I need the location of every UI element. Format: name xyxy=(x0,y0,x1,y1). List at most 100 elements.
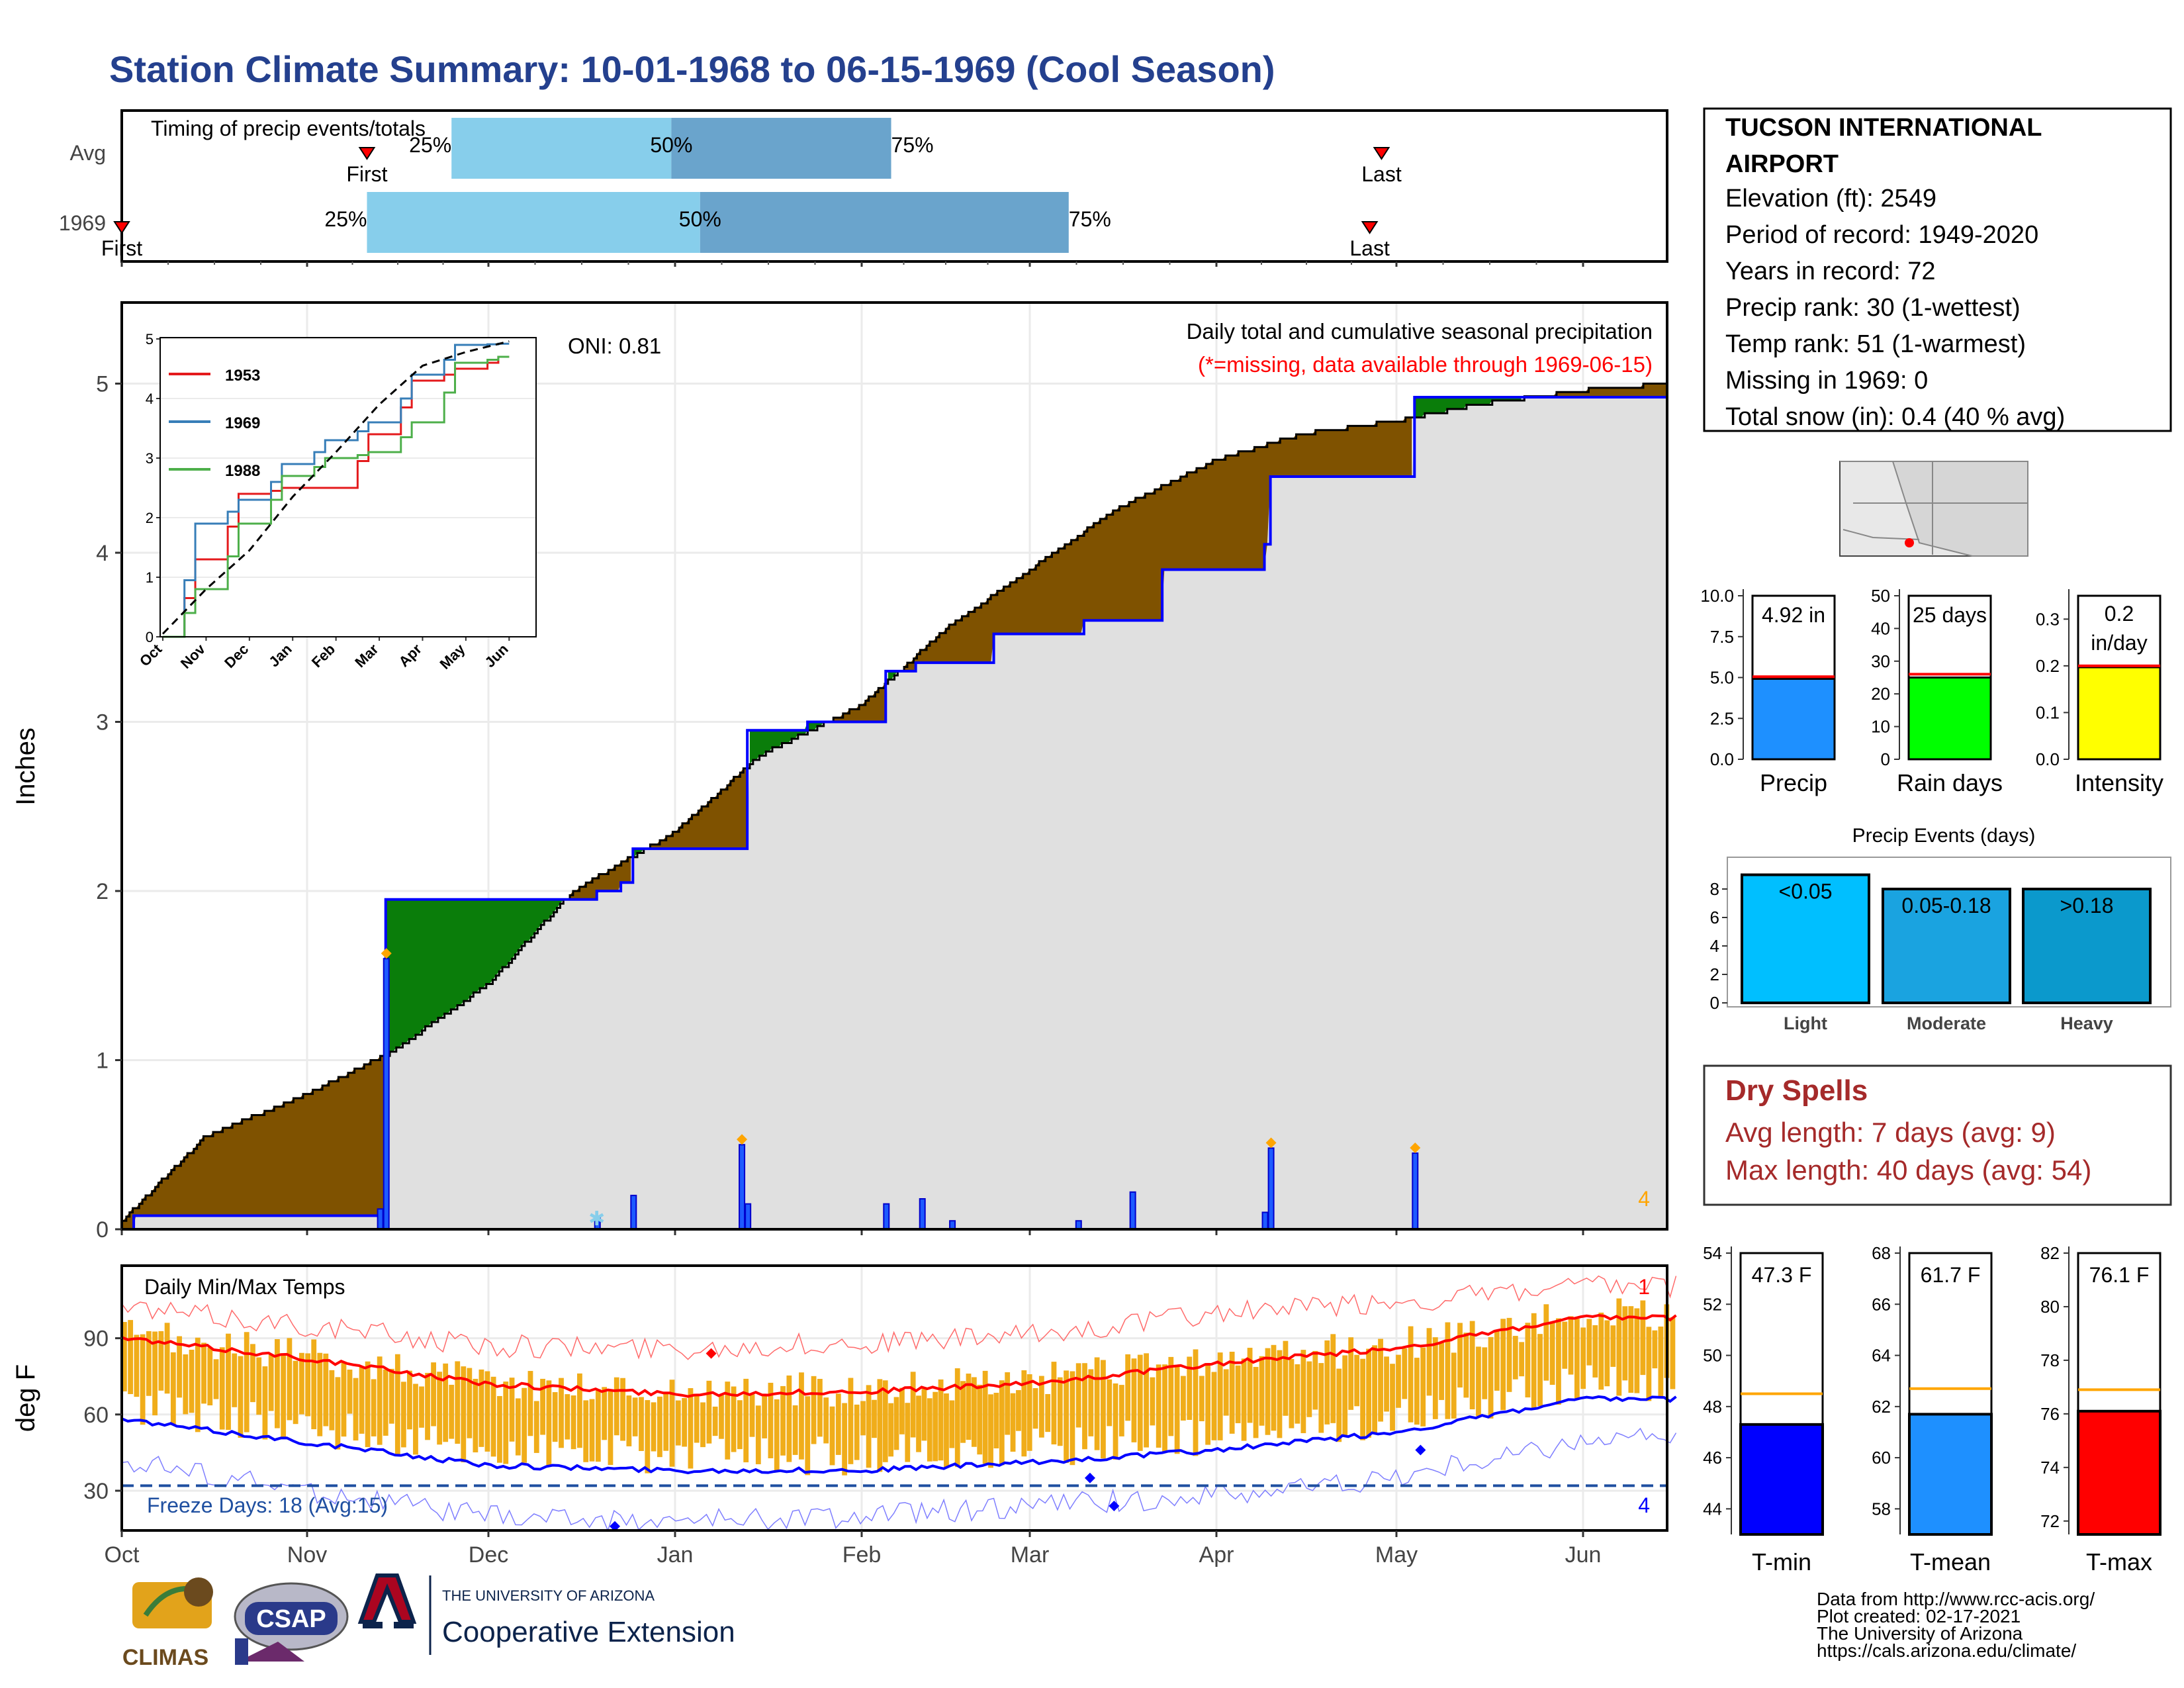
inset-average-line xyxy=(161,340,510,635)
temp-gauge-fill-T-max xyxy=(2077,1409,2161,1536)
events-y-tick-label: 0 xyxy=(1710,993,1719,1013)
daily-temp-bar xyxy=(140,1334,146,1425)
inset-y-tick-label: 2 xyxy=(146,510,154,526)
temp-panel-title: Daily Min/Max Temps xyxy=(144,1275,345,1299)
station-precip-rank: Precip rank: 30 (1-wettest) xyxy=(1725,294,2021,322)
daily-temp-bar xyxy=(1390,1364,1395,1431)
daily-temp-bar xyxy=(1622,1306,1628,1381)
gauge-label-Intensity: Intensity xyxy=(2075,769,2163,796)
month-tick-label: Jun xyxy=(1565,1542,1602,1568)
temp-gauge-label-T-min: T-min xyxy=(1752,1548,1811,1575)
record-low-line xyxy=(121,1427,1677,1532)
daily-temp-bar xyxy=(1562,1321,1568,1369)
daily-temp-bar xyxy=(993,1393,999,1449)
temp-gauge-tick-label: 76 xyxy=(2040,1404,2060,1424)
inset-legend: 1953 1969 1988 xyxy=(169,367,260,480)
daily-temp-bar xyxy=(1064,1370,1069,1464)
daily-temp-bar xyxy=(688,1388,694,1469)
precip-y-tick-label: 1 xyxy=(96,1049,109,1074)
gauge-tick-label: 10 xyxy=(1871,717,1890,737)
daily-temp-bar xyxy=(725,1382,731,1460)
precip-y-tick-label: 5 xyxy=(96,372,109,397)
daily-temp-bar xyxy=(207,1347,213,1406)
daily-temp-bar xyxy=(1312,1350,1318,1410)
daily-temp-bar xyxy=(1556,1318,1561,1405)
daily-temp-bar xyxy=(527,1371,533,1436)
daily-temp-bar xyxy=(792,1405,798,1455)
daily-temp-bar xyxy=(620,1378,625,1441)
daily-temp-bar xyxy=(1616,1298,1622,1396)
daily-temp-bar xyxy=(383,1369,388,1436)
daily-temp-bar xyxy=(1378,1338,1383,1422)
daily-temp-bar xyxy=(1107,1379,1113,1427)
temp-gauge-value-label: 61.7 F xyxy=(1921,1263,1981,1287)
station-name-line2: AIRPORT xyxy=(1725,150,1839,178)
daily-temp-bar xyxy=(1051,1362,1057,1445)
daily-temp-bar xyxy=(1199,1376,1205,1422)
daily-temp-bar xyxy=(971,1377,977,1447)
timing-content: 25% 50% 75% First Last 25% 50% 75% First Last xyxy=(101,118,1584,267)
inset-legend-1988: 1988 xyxy=(225,462,260,480)
daily-temp-bar xyxy=(626,1395,632,1446)
daily-temp-bar xyxy=(1038,1376,1044,1438)
daily-temp-bar xyxy=(1604,1320,1610,1387)
daily-temp-bar xyxy=(484,1371,490,1452)
daily-precip-bar xyxy=(739,1144,746,1230)
station-name-line1: TUCSON INTERNATIONAL xyxy=(1725,114,2042,142)
temp-gauge-tick-label: 68 xyxy=(1872,1243,1891,1263)
daily-temp-bar xyxy=(1010,1393,1016,1452)
daily-temp-bar xyxy=(682,1397,688,1447)
daily-temp-bar xyxy=(1354,1354,1360,1407)
daily-temp-bar xyxy=(1384,1356,1389,1412)
daily-temp-bar xyxy=(298,1352,304,1415)
daily-temp-bar xyxy=(1223,1369,1229,1416)
daily-temp-bar xyxy=(323,1353,329,1427)
daily-temp-bar xyxy=(226,1333,231,1430)
gauge-tick-label: 7.5 xyxy=(1710,627,1734,647)
daily-temp-bar xyxy=(842,1403,848,1476)
daily-temp-bar xyxy=(394,1354,400,1457)
daily-temp-bar xyxy=(893,1397,899,1450)
temp-gauge-tick-label: 52 xyxy=(1703,1294,1722,1314)
month-tick-label: May xyxy=(1375,1542,1418,1568)
daily-temp-bar xyxy=(1283,1340,1289,1416)
record-low-count: 4 xyxy=(1638,1493,1650,1517)
inset-series-1988 xyxy=(163,355,510,638)
daily-temp-bar xyxy=(1324,1340,1330,1425)
daily-temp-bar xyxy=(1670,1317,1676,1389)
daily-temp-bar xyxy=(177,1336,182,1398)
timing-q3-bar-1969 xyxy=(700,192,1069,253)
daily-temp-bar xyxy=(1277,1350,1283,1438)
daily-temp-bar xyxy=(431,1362,436,1427)
daily-temp-bar xyxy=(400,1382,406,1448)
daily-temp-bar xyxy=(645,1400,651,1474)
record-low-marker xyxy=(1415,1444,1426,1456)
daily-temp-bar xyxy=(419,1386,424,1428)
daily-temp-bar xyxy=(1211,1372,1217,1440)
daily-temp-bar xyxy=(1414,1358,1420,1425)
daily-temp-bar xyxy=(774,1399,780,1471)
inset-legend-1953: 1953 xyxy=(225,367,260,385)
temp-gauge-tick-label: 78 xyxy=(2040,1350,2060,1370)
events-bar-label: <0.05 xyxy=(1779,880,1833,904)
timing-last-1969-label: Last xyxy=(1349,236,1390,260)
daily-temp-bar xyxy=(1543,1304,1549,1381)
precip-panel: ✱ 0 1 2 3 4 5 Inches Daily total and cumulati… xyxy=(11,301,1668,1243)
events-bar-label: >0.18 xyxy=(2060,894,2114,917)
climas-logo: CLIMAS xyxy=(122,1577,213,1670)
precip-below-average-area xyxy=(123,1056,384,1229)
daily-temp-bar xyxy=(632,1397,638,1436)
events-y-tick-label: 6 xyxy=(1710,908,1719,927)
daily-temp-bar xyxy=(1402,1348,1408,1399)
gauge-fill-Intensity xyxy=(2077,666,2161,761)
daily-temp-bar xyxy=(1193,1349,1199,1456)
precip-corner-count: 4 xyxy=(1638,1187,1650,1211)
daily-temp-bar xyxy=(882,1380,888,1462)
daily-temp-bar xyxy=(608,1391,614,1466)
gauge-tick-label: 0.1 xyxy=(2036,702,2060,722)
temp-gauge-label-T-max: T-max xyxy=(2086,1548,2152,1575)
daily-temp-bar xyxy=(663,1393,669,1451)
average-min-line xyxy=(121,1395,1677,1475)
daily-temp-bar xyxy=(805,1396,811,1476)
